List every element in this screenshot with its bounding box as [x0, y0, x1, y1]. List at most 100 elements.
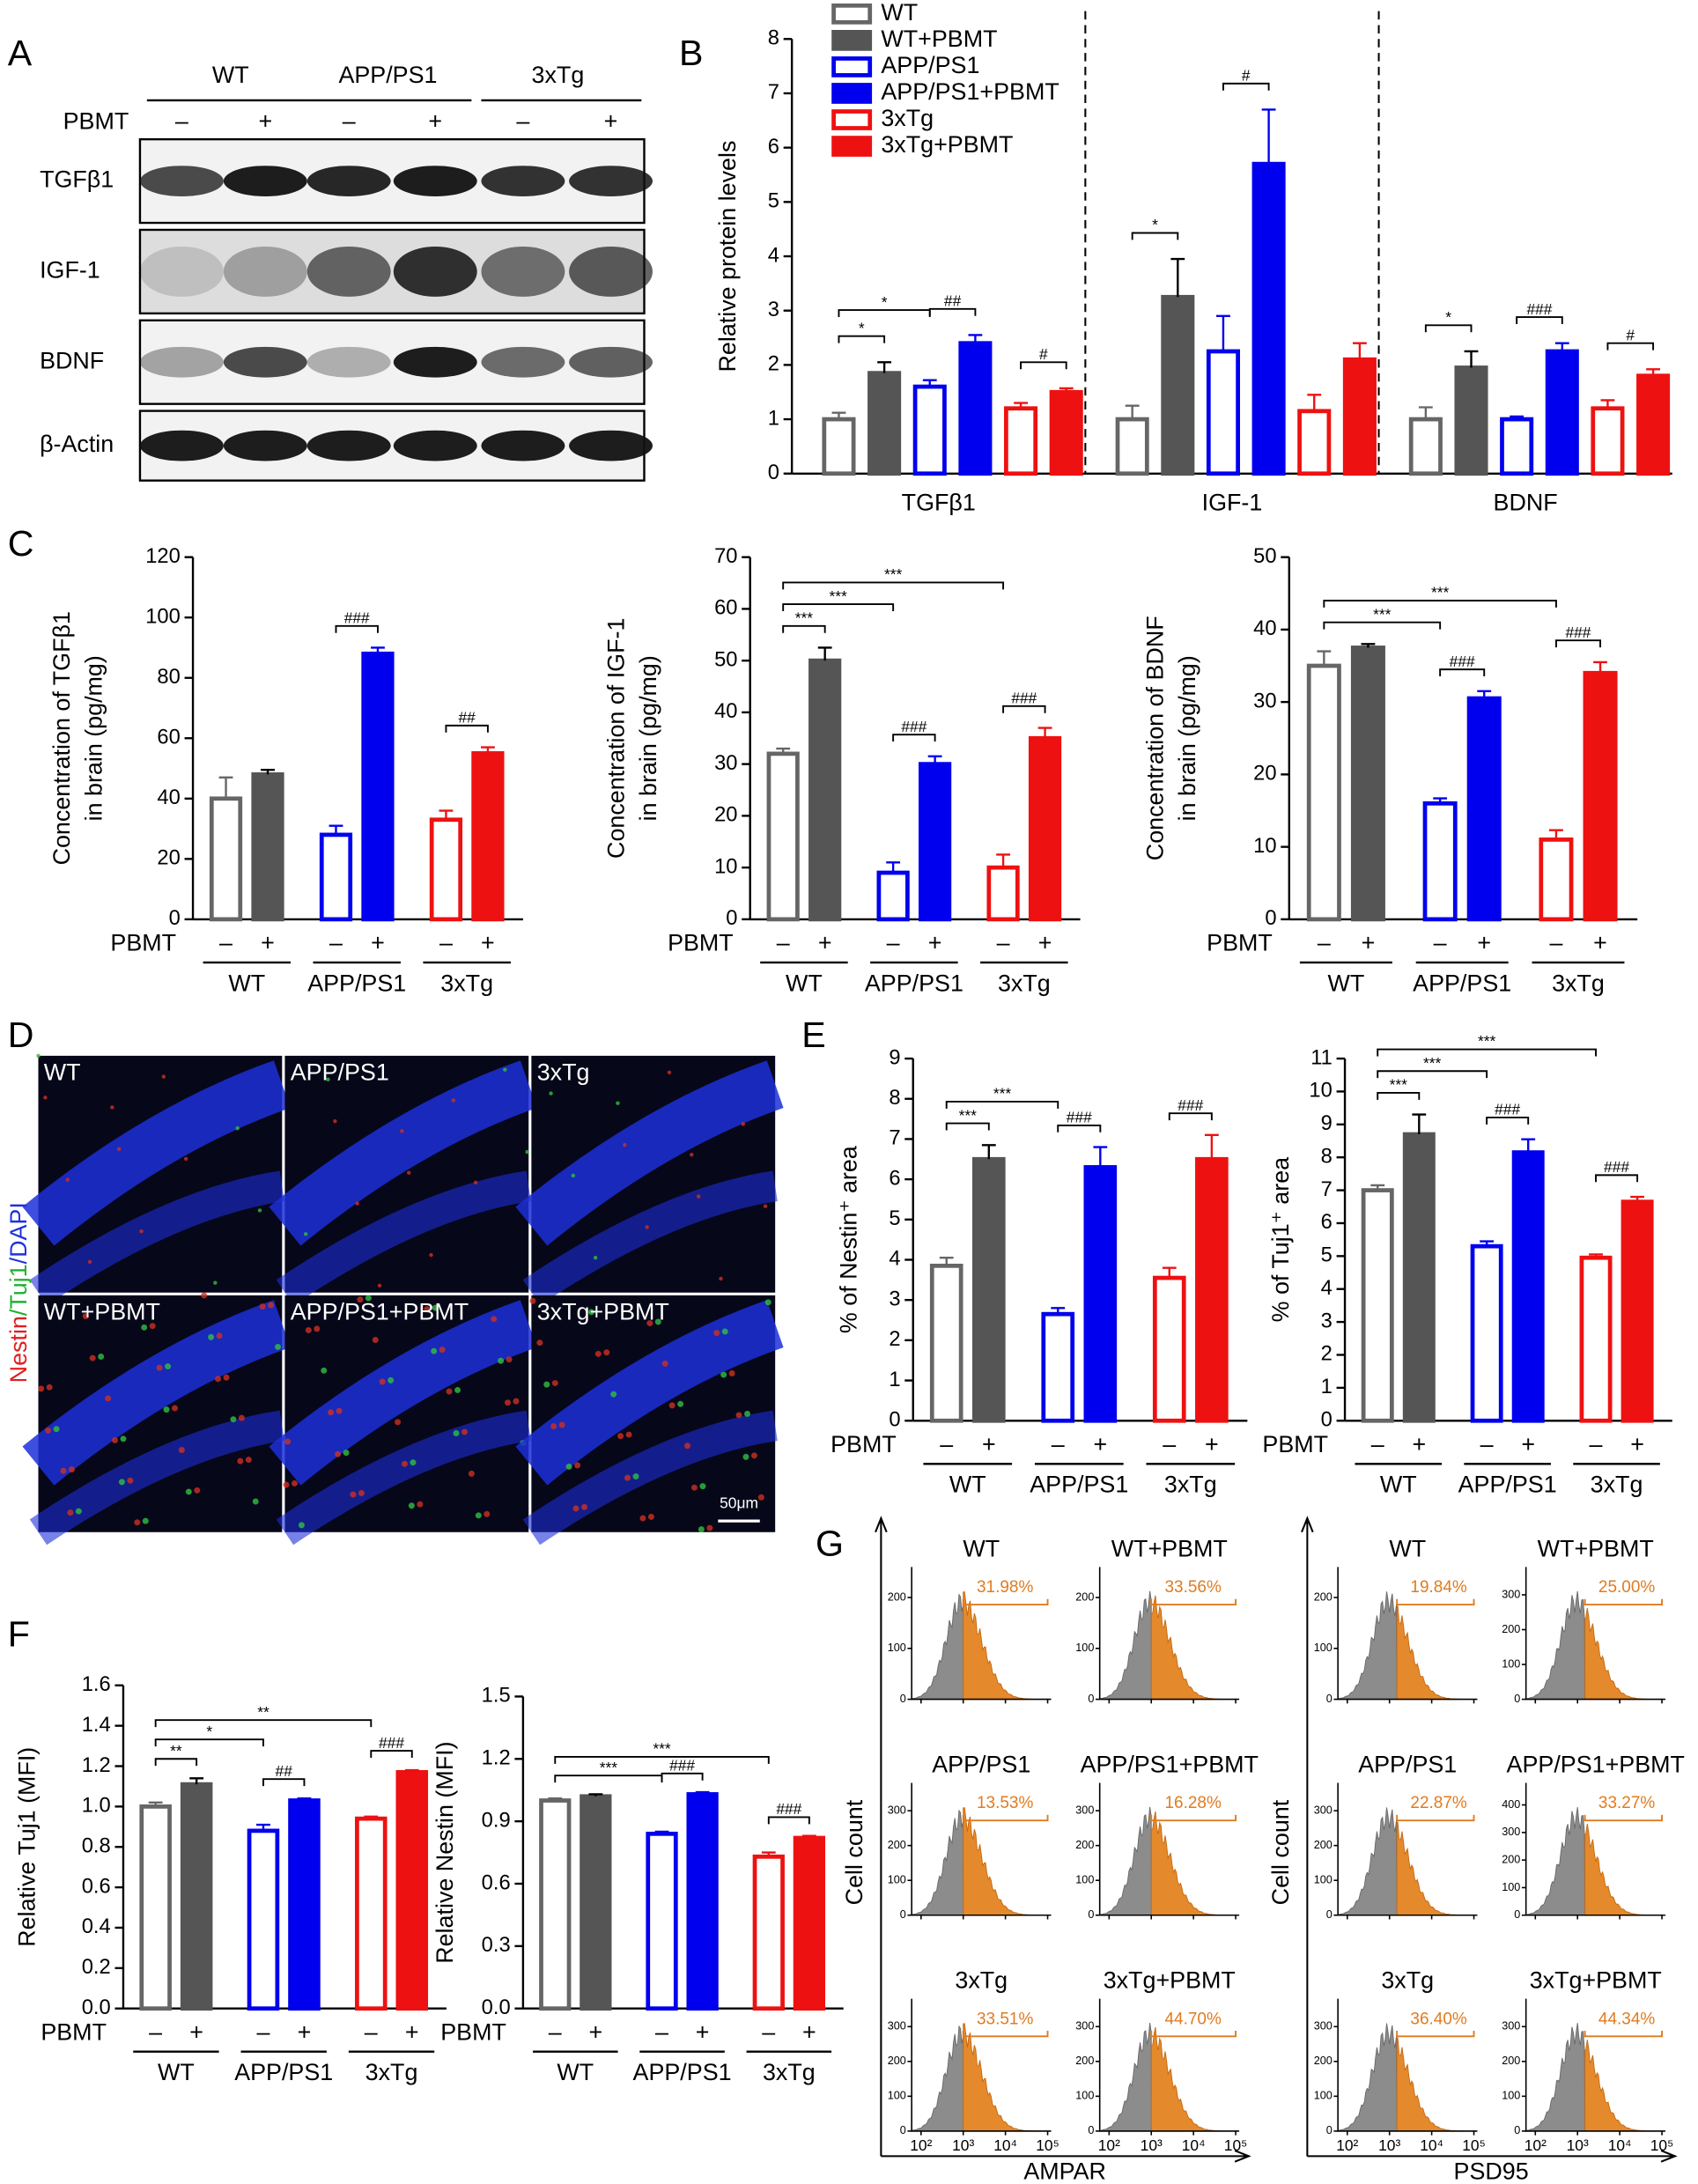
x-tick-label: TGFβ1 — [902, 490, 976, 516]
cell-dot — [750, 1452, 757, 1459]
legend-swatch — [831, 109, 873, 130]
error-bar — [1477, 690, 1492, 699]
y-tick-label: 100 — [1075, 2090, 1094, 2102]
cell-dot — [259, 1303, 266, 1310]
sig-label: *** — [600, 1759, 618, 1776]
cell-dot — [328, 1409, 335, 1416]
y-axis-label: Concentration of BDNF — [1142, 616, 1169, 860]
gate-percent: 33.56% — [1165, 1578, 1222, 1597]
gate — [1584, 2031, 1663, 2038]
error-bar — [695, 1790, 710, 1795]
cell-dot — [165, 1363, 172, 1370]
error-bar — [1630, 1195, 1645, 1202]
error-bar — [922, 379, 937, 387]
y-tick-label: 300 — [1314, 2020, 1333, 2033]
gate-percent: 33.51% — [977, 2010, 1033, 2028]
sig-label: ### — [1604, 1158, 1629, 1176]
blot-band — [393, 246, 477, 297]
y-tick-label: 300 — [1502, 2020, 1520, 2033]
cell-dot — [230, 1416, 237, 1423]
y-tick-label: 6 — [889, 1167, 900, 1190]
cell-dot — [60, 1467, 67, 1474]
sig-label: ### — [379, 1734, 404, 1752]
cell-dot — [336, 1407, 343, 1414]
bar — [686, 1792, 719, 2011]
cell-dot — [298, 1522, 305, 1529]
histogram-gated — [1396, 2037, 1478, 2132]
y-tick-label: 1.5 — [482, 1685, 511, 1708]
x-tick-label: + — [1362, 929, 1376, 956]
cell-dot — [216, 1332, 223, 1339]
cell-dot — [454, 1386, 461, 1393]
bar — [361, 651, 395, 922]
cell-dot — [475, 1512, 482, 1519]
bar — [1152, 1275, 1186, 1423]
dapi-band — [522, 1170, 778, 1306]
bar — [1500, 417, 1534, 476]
y-tick-label: 8 — [889, 1087, 900, 1110]
x-tick-label: 10³ — [1378, 2136, 1400, 2154]
bar — [1004, 406, 1038, 476]
gate-percent: 22.87% — [1410, 1794, 1466, 1812]
error-bar — [1600, 399, 1615, 409]
sig-label: *** — [884, 565, 903, 583]
y-tick-label: 200 — [1502, 2055, 1520, 2067]
dapi-band — [515, 1060, 784, 1246]
bar — [919, 762, 952, 922]
panel-letter: C — [8, 523, 34, 564]
x-tick-label: + — [1630, 1431, 1644, 1457]
y-tick-label: 20 — [157, 847, 180, 870]
y-axis-label: in brain (pg/mg) — [80, 655, 107, 821]
y-tick-label: 200 — [1502, 1853, 1520, 1865]
cell-dot — [446, 1388, 453, 1395]
cell-dot — [112, 1436, 118, 1443]
bar — [1306, 663, 1341, 922]
bar — [471, 751, 505, 922]
cell-dot — [623, 1142, 627, 1147]
x-tick-label: + — [1521, 1431, 1535, 1457]
cell-dot — [698, 1526, 705, 1533]
y-tick-label: 0 — [768, 461, 779, 484]
dapi-band — [29, 1170, 284, 1306]
sig-bracket — [782, 624, 826, 633]
bar — [1028, 735, 1062, 922]
sig-bracket — [335, 624, 379, 633]
bar — [1454, 365, 1488, 476]
bar — [1583, 670, 1618, 922]
plot-title: WT — [1389, 1535, 1426, 1561]
cell-dot — [741, 1122, 746, 1126]
bar — [288, 1798, 321, 2011]
y-tick-label: 5 — [1321, 1244, 1333, 1267]
dapi-band — [29, 1410, 284, 1546]
y-tick-label: 0 — [900, 1908, 906, 1921]
sig-bracket — [154, 1738, 264, 1747]
y-tick-label: 0.4 — [82, 1915, 111, 1938]
cell-dot — [574, 1462, 581, 1469]
bar — [251, 772, 284, 922]
row-label: β-Actin — [40, 431, 114, 457]
x-tick-label: + — [1477, 929, 1491, 956]
dapi-band — [22, 1060, 291, 1246]
bar — [139, 1804, 172, 2011]
x-tick-label: 10⁵ — [1462, 2136, 1486, 2154]
y-tick-label: 200 — [1075, 2055, 1094, 2067]
dapi-band — [276, 1170, 531, 1306]
y-tick-label: 100 — [888, 1874, 906, 1886]
dapi-band — [22, 1300, 291, 1486]
histogram-gated — [1584, 2040, 1665, 2132]
sig-label: ** — [257, 1703, 269, 1721]
error-bar — [1480, 1240, 1495, 1247]
bar — [1195, 1156, 1229, 1423]
bar — [429, 817, 463, 922]
cell-dot — [372, 1337, 379, 1344]
histogram-gated — [1584, 1823, 1665, 1916]
y-tick-label: 0.3 — [482, 1934, 511, 1957]
plot-title: 3xTg+PBMT — [1530, 1967, 1662, 1994]
cell-dot — [536, 1339, 543, 1347]
sig-label: * — [882, 293, 888, 311]
cell-dot — [690, 1484, 698, 1491]
sig-bracket — [1377, 1048, 1597, 1057]
cell-dot — [303, 1232, 308, 1236]
y-tick-label: 0 — [1514, 2124, 1520, 2136]
blot-band — [481, 346, 565, 378]
